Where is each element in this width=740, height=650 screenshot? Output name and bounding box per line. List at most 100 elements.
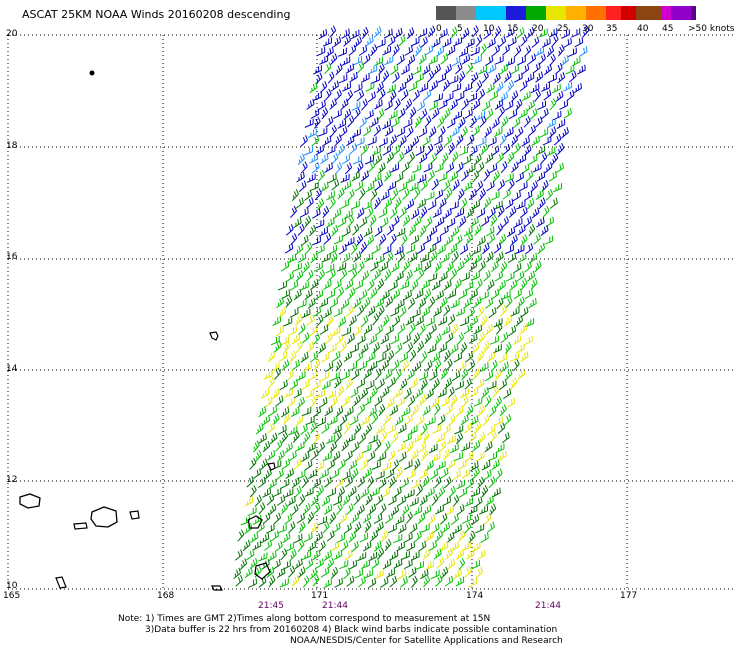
wind-barb <box>311 380 321 391</box>
wind-barb <box>456 260 465 272</box>
wind-barb <box>374 569 384 580</box>
wind-barb <box>483 197 492 209</box>
note-line-1: Note: 1) Times are GMT 2)Times along bot… <box>118 614 491 624</box>
wind-barb <box>470 461 479 472</box>
wind-barb <box>479 188 486 201</box>
wind-barb <box>373 513 383 525</box>
wind-barb <box>541 38 551 48</box>
wind-barb <box>377 162 386 174</box>
wind-barb <box>431 107 440 120</box>
wind-barb <box>406 511 413 524</box>
wind-barb <box>469 145 478 157</box>
wind-barb <box>345 63 355 74</box>
wind-barb <box>414 289 424 300</box>
wind-barb <box>408 425 418 435</box>
wind-barb <box>499 63 509 75</box>
wind-barb <box>420 179 428 192</box>
wind-barb <box>353 83 363 93</box>
wind-barb <box>475 111 486 121</box>
wind-barb <box>497 179 505 191</box>
wind-barb <box>258 406 267 418</box>
wind-barb <box>326 434 336 444</box>
wind-barb <box>428 100 438 111</box>
wind-barb <box>351 369 360 381</box>
wind-barb <box>454 234 463 246</box>
wind-barb <box>337 217 347 228</box>
wind-barb <box>262 440 271 453</box>
wind-barb <box>546 146 556 157</box>
wind-barb <box>296 171 305 183</box>
wind-barb <box>400 234 408 247</box>
wind-barb <box>486 82 495 94</box>
wind-barb <box>413 506 423 516</box>
wind-barb <box>433 135 443 146</box>
wind-barb <box>418 441 427 453</box>
wind-barb <box>475 378 485 389</box>
wind-barb <box>386 397 395 409</box>
wind-barb <box>315 219 325 229</box>
wind-barb <box>318 127 328 137</box>
wind-barb <box>414 115 422 128</box>
wind-barb <box>416 100 426 112</box>
wind-barb <box>503 71 512 83</box>
wind-barb <box>432 208 442 218</box>
wind-barb <box>453 452 464 462</box>
wind-barb <box>504 315 513 327</box>
wind-barb <box>384 100 393 111</box>
wind-barb <box>299 207 309 218</box>
wind-barb <box>415 72 424 83</box>
wind-barb <box>481 460 491 471</box>
wind-barb <box>406 441 414 453</box>
wind-barb <box>439 271 448 283</box>
wind-barb <box>417 512 426 525</box>
wind-barb <box>574 37 584 48</box>
wind-barb <box>341 298 350 310</box>
wind-barb <box>382 145 392 156</box>
wind-barb <box>298 521 306 534</box>
wind-barb <box>325 263 335 274</box>
wind-barb <box>310 449 319 461</box>
wind-barb <box>471 199 481 211</box>
wind-barb <box>468 333 478 344</box>
wind-barb <box>469 115 477 128</box>
wind-barb <box>442 424 451 435</box>
wind-barb <box>383 28 393 39</box>
wind-barb <box>319 298 329 308</box>
wind-barb <box>357 261 365 274</box>
wind-barb <box>490 214 498 227</box>
wind-barb <box>505 341 512 355</box>
wind-barb <box>517 368 526 380</box>
wind-barb <box>406 541 416 552</box>
wind-barb <box>424 115 432 128</box>
wind-barb <box>267 376 275 389</box>
legend-swatch-7 <box>586 6 606 20</box>
wind-barb <box>528 124 536 137</box>
wind-barb <box>291 189 299 201</box>
wind-barb <box>451 151 459 164</box>
wind-barb <box>267 422 276 434</box>
wind-barb <box>297 153 305 166</box>
wind-barb <box>460 272 470 282</box>
wind-barb <box>368 65 378 75</box>
wind-barb <box>295 340 303 353</box>
wind-barb <box>524 216 533 228</box>
wind-barb <box>515 343 525 354</box>
wind-barb <box>460 414 469 426</box>
wind-barb <box>333 307 343 318</box>
wind-barb <box>344 549 353 561</box>
wind-barb <box>274 540 283 553</box>
wind-barb <box>290 205 297 218</box>
wind-barb <box>349 387 359 398</box>
wind-barb <box>337 459 346 471</box>
wind-barb <box>255 449 262 463</box>
wind-barb <box>311 162 320 174</box>
time-label: 21:44 <box>535 601 561 611</box>
wind-barb <box>321 380 331 390</box>
wind-barb <box>360 343 369 355</box>
wind-barb <box>367 476 375 489</box>
wind-barb <box>485 297 494 309</box>
wind-barb <box>343 422 351 435</box>
wind-barb <box>307 541 317 552</box>
wind-barb <box>381 487 391 498</box>
wind-barb <box>471 245 481 255</box>
